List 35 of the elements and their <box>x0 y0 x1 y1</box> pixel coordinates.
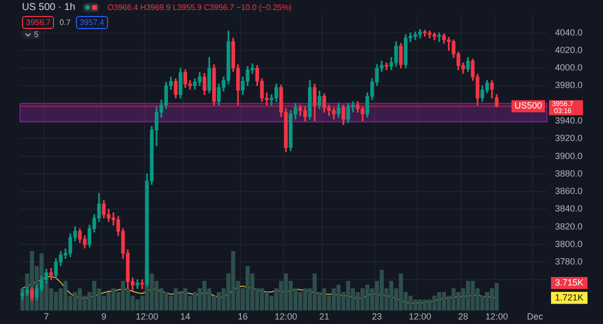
chart-subtitle: O3966.4 H3969.9 L3955.9 C3956.7 −10.0 (−0.25%) <box>107 3 292 12</box>
y-tick-label: 4020.0 <box>555 44 583 55</box>
x-tick-label: 12:00 <box>136 311 158 322</box>
y2-tick-label: 1.721K <box>555 292 584 302</box>
y-tick-label: 3780.0 <box>555 256 583 267</box>
y-tick-label: 4040.0 <box>555 27 583 38</box>
y-tick-label: 3920.0 <box>555 133 583 144</box>
y-tick-label: 3860.0 <box>555 186 583 196</box>
y-tick-label: 3900.0 <box>555 150 583 161</box>
y-tick-label: 3820.0 <box>555 221 583 232</box>
x-tick-label: Dec <box>527 311 544 322</box>
x-tick-label: 12:00 <box>274 311 298 322</box>
candlestick <box>384 62 388 70</box>
x-tick-label: 12:00 <box>485 311 508 322</box>
y-tick-label: 3800.0 <box>555 238 583 249</box>
x-tick-label: 21 <box>319 311 330 322</box>
y-tick-label: 4000.0 <box>555 62 583 73</box>
x-tick-label: 14 <box>180 311 190 322</box>
x-tick-label: 12:00 <box>408 311 432 322</box>
x-tick-label: 9 <box>101 311 106 322</box>
ref-line-label: US500 <box>514 100 542 111</box>
x-tick-label: 23 <box>372 311 382 322</box>
y-tick-label: 3980.0 <box>555 80 583 90</box>
x-tick-label: 28 <box>458 311 468 322</box>
y-tick-label: 3840.0 <box>555 204 583 214</box>
y2-tick-label: 3.715K <box>555 277 584 288</box>
annotation: 5 <box>34 30 38 39</box>
y-tick-label: 3940.0 <box>555 115 583 126</box>
annotation: 3956.7 <box>22 16 54 29</box>
x-tick-label: 16 <box>238 311 248 322</box>
y-tick-label: 3880.0 <box>555 168 583 178</box>
chart-title: US 500 · 1h <box>22 2 76 13</box>
annotation: 0.7 <box>59 18 71 27</box>
annotation: 3957.4 <box>76 16 108 29</box>
x-tick-label: 7 <box>44 311 49 322</box>
